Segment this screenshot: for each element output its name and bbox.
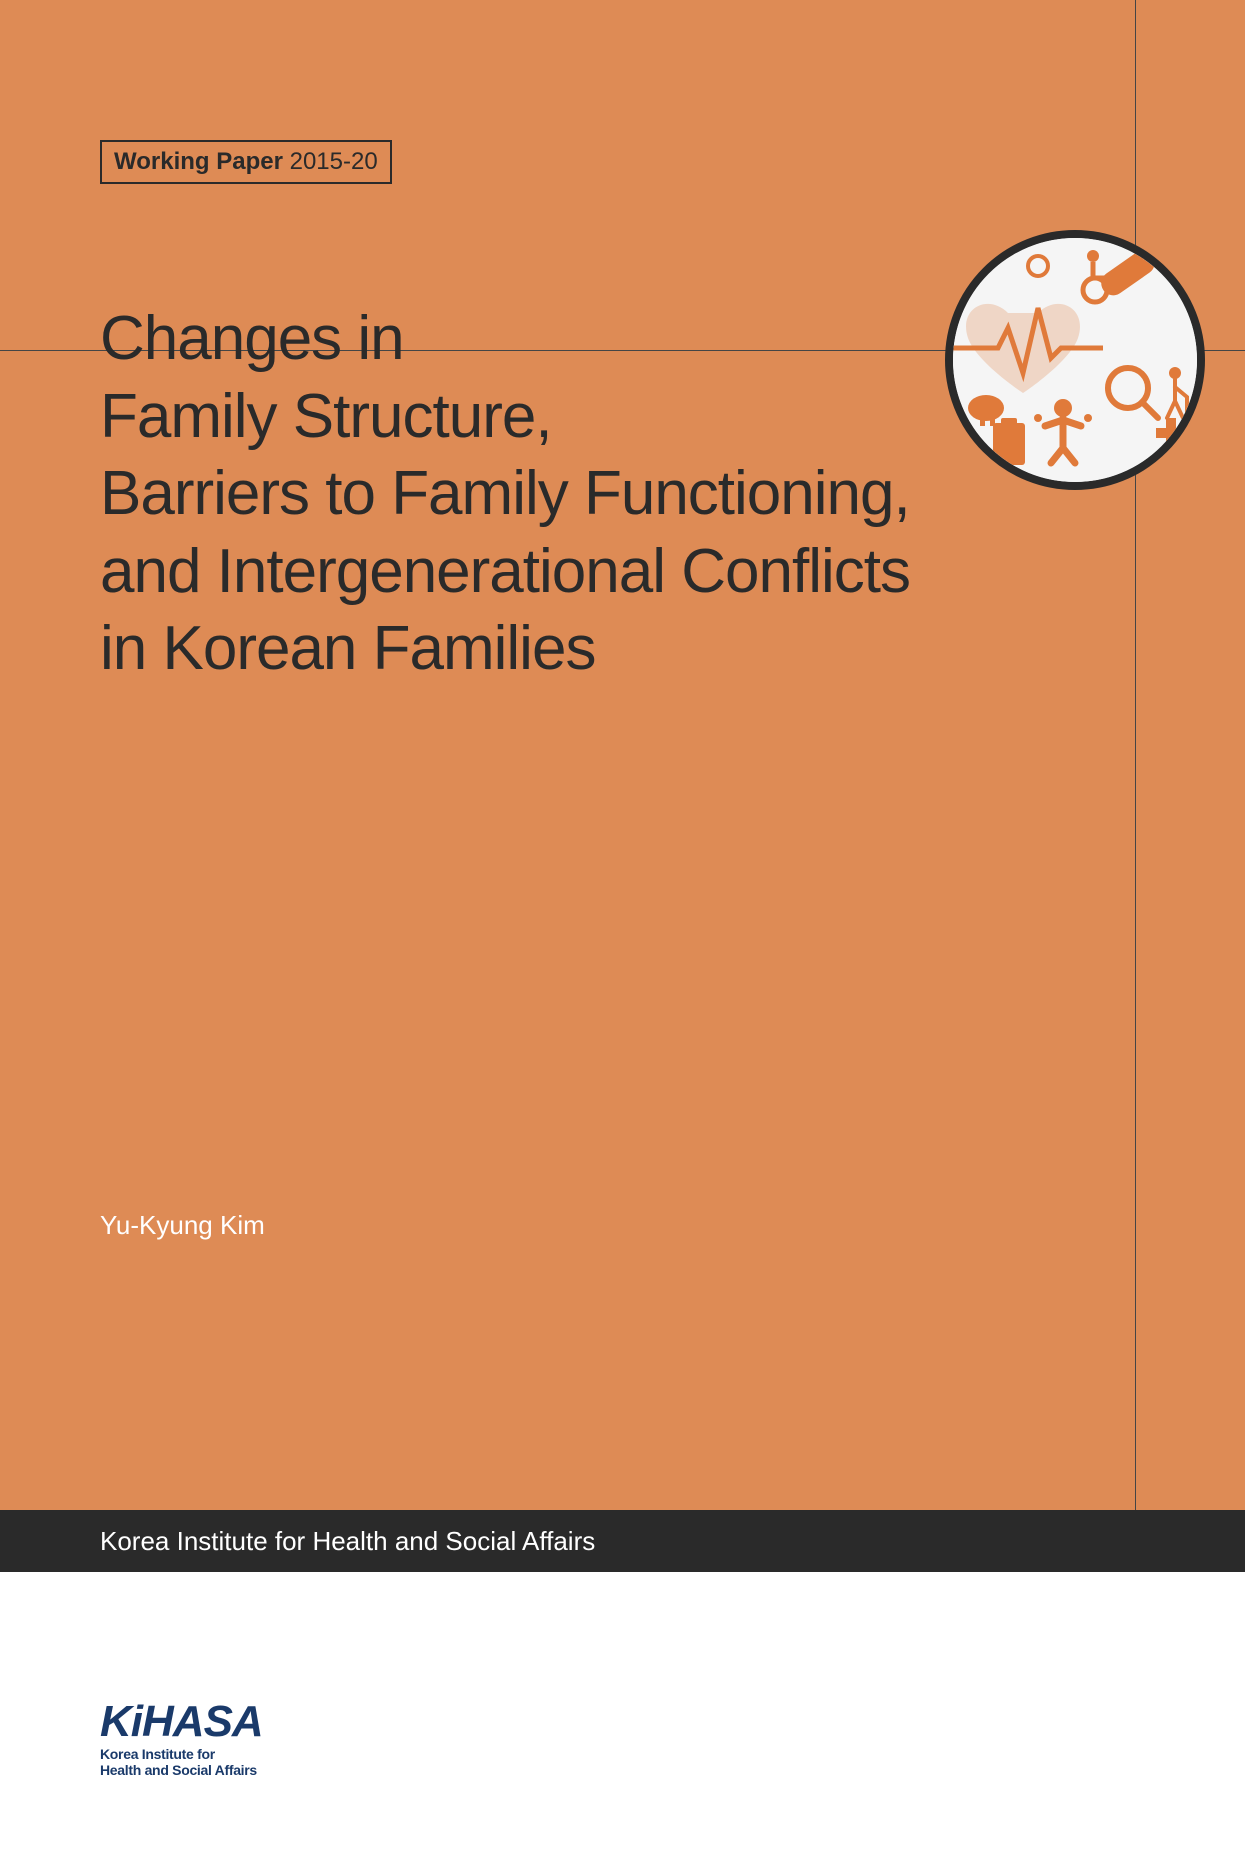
logo-sub-line: Korea Institute for [100, 1746, 263, 1762]
author-name: Yu-Kyung Kim [100, 1210, 265, 1241]
logo-sub-line: Health and Social Affairs [100, 1762, 263, 1778]
cover-orange-section: Working Paper 2015-20 Changes in Family … [0, 0, 1245, 1510]
institute-bar: Korea Institute for Health and Social Af… [0, 1510, 1245, 1572]
logo-i: i [131, 1697, 142, 1746]
logo-wordmark: KiHASA [100, 1700, 263, 1744]
vertical-rule [1135, 0, 1136, 1510]
working-paper-badge: Working Paper 2015-20 [100, 140, 392, 184]
title-line: and Intergenerational Conflicts [100, 533, 910, 611]
logo-k: K [100, 1697, 131, 1746]
title-line: Family Structure, [100, 378, 910, 456]
badge-prefix: Working Paper [114, 148, 283, 175]
badge-suffix: 2015-20 [283, 148, 378, 175]
clipboard-icon [993, 418, 1025, 465]
title-line: Changes in [100, 300, 910, 378]
logo-subtitle: Korea Institute for Health and Social Af… [100, 1746, 263, 1778]
institute-name: Korea Institute for Health and Social Af… [100, 1526, 595, 1557]
logo-hasa: HASA [142, 1697, 263, 1746]
orange-background [0, 0, 1245, 1510]
health-icons-svg [953, 238, 1197, 482]
health-icons-medallion [945, 230, 1205, 490]
kihasa-logo: KiHASA Korea Institute for Health and So… [100, 1700, 263, 1778]
title-line: Barriers to Family Functioning, [100, 455, 910, 533]
document-title: Changes in Family Structure, Barriers to… [100, 300, 910, 688]
title-line: in Korean Families [100, 610, 910, 688]
